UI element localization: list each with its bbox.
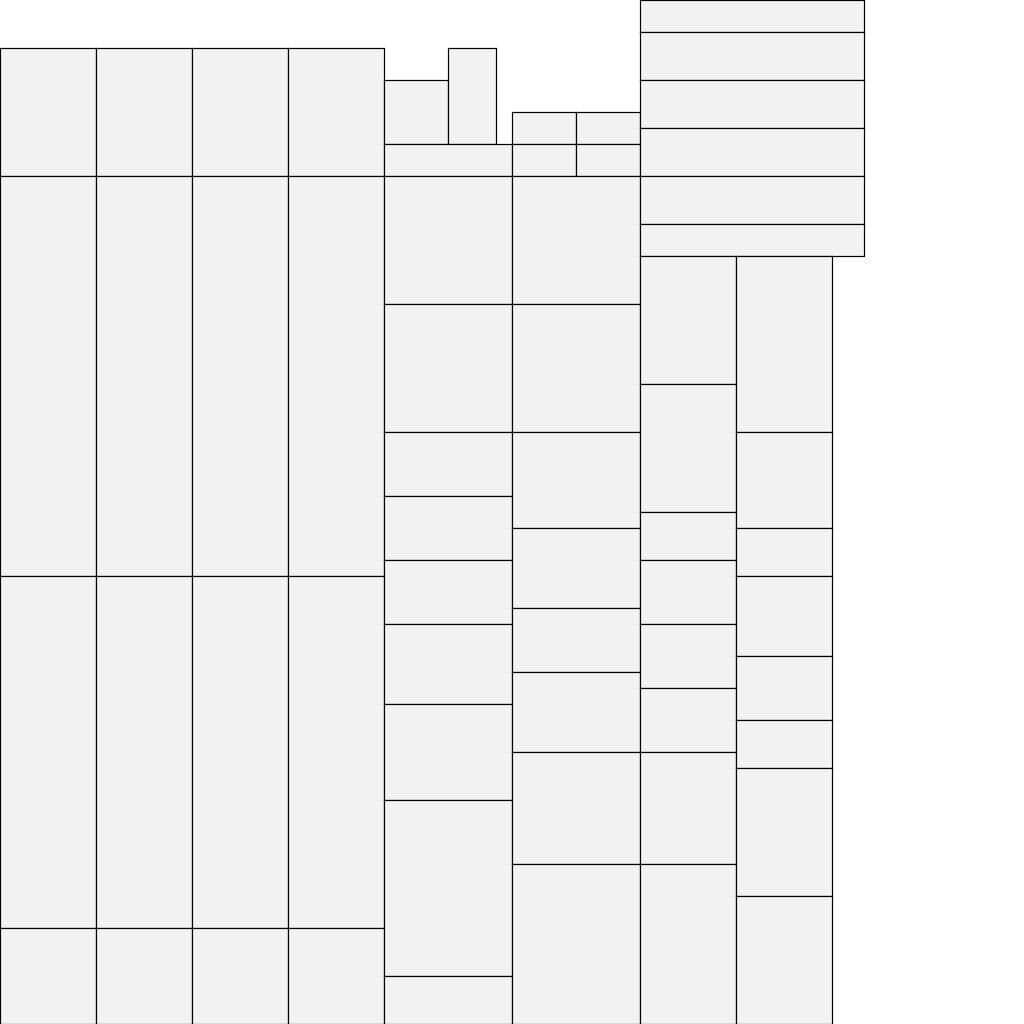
tile [511,671,642,754]
tile [95,175,194,578]
tile [383,703,514,802]
tile [639,383,738,514]
tile [0,47,98,178]
tile [287,175,386,578]
tile [639,863,738,1024]
tile [95,47,194,178]
tile [735,527,834,578]
tile [383,495,514,562]
tile [735,431,834,530]
tile [639,623,738,690]
tile [383,175,514,306]
tile [0,927,98,1024]
tile [735,655,834,722]
tile [735,575,834,658]
tile [511,431,642,530]
tile [191,927,290,1024]
tile [639,31,866,82]
tile [383,303,514,434]
tile [639,559,738,626]
tile [639,0,866,34]
tile [639,175,866,226]
tile [639,223,866,258]
tile [511,863,642,1024]
tile [511,111,578,146]
tile [575,143,642,178]
tile [0,175,98,578]
tile [575,111,642,146]
tile [0,575,98,930]
tile [191,575,290,930]
tile [511,303,642,434]
tile [287,47,386,178]
tile [383,799,514,978]
tile [383,623,514,706]
tile [95,575,194,930]
tile [639,127,866,178]
tile [383,431,514,498]
tile [735,255,834,434]
tile [287,575,386,930]
tile [383,559,514,626]
tile [735,767,834,898]
tile [447,47,498,146]
tile [95,927,194,1024]
tile [511,175,642,306]
tile [639,255,738,386]
tile [735,895,834,1024]
tile [511,527,642,610]
tile [639,511,738,562]
tile [383,975,514,1024]
tile [511,143,578,178]
tile [191,175,290,578]
tile [639,79,866,130]
tile [383,143,514,178]
tile [639,751,738,866]
tile [287,927,386,1024]
tile [735,719,834,770]
tile [191,47,290,178]
tile [639,687,738,754]
tile [383,79,450,146]
tile [511,607,642,674]
tile [511,751,642,866]
